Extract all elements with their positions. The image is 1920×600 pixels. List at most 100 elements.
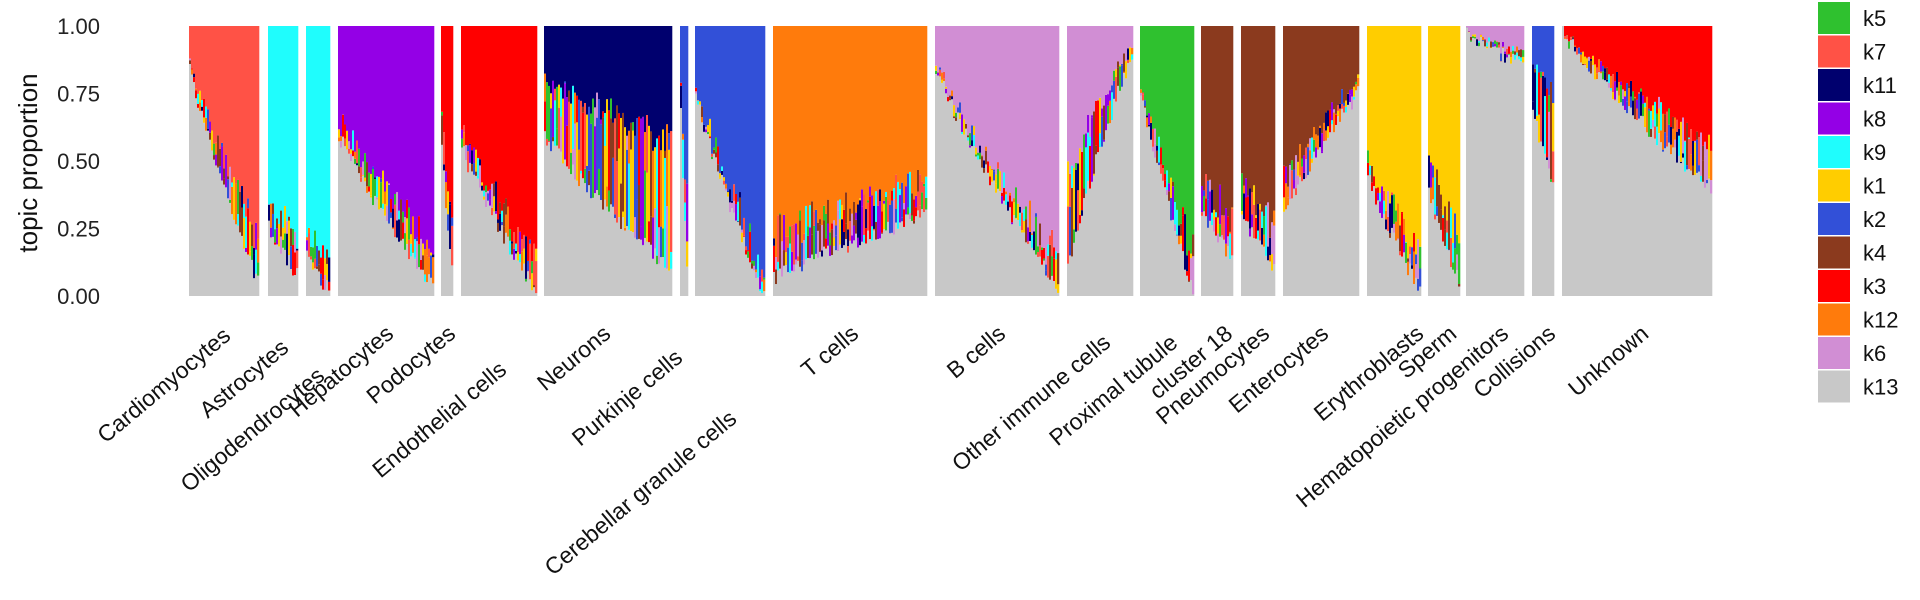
- bar-segment-k12: [779, 26, 782, 214]
- bar-segment-k12: [1430, 187, 1433, 204]
- bar-segment-k13: [1504, 62, 1507, 296]
- bar-segment-k7: [1305, 147, 1308, 160]
- bar-segment-k4: [775, 269, 778, 285]
- bar-segment-k13: [342, 136, 345, 296]
- bar-segment-k12: [507, 206, 510, 237]
- bar-segment-k5: [644, 170, 647, 238]
- bar-segment-k13: [630, 231, 633, 296]
- bar-segment-k1: [1393, 26, 1396, 195]
- bar-segment-k12: [815, 26, 818, 210]
- bar-segment-k13: [897, 228, 900, 296]
- bar-segment-k11: [841, 219, 844, 248]
- bar-segment-k11: [650, 26, 653, 132]
- bar-segment-k9: [1383, 200, 1386, 214]
- bar-segment-k4: [290, 228, 293, 247]
- bar-segment-k6: [1049, 26, 1052, 236]
- bar-segment-k2: [1492, 42, 1495, 45]
- legend-swatch-k13: [1818, 370, 1850, 403]
- bar-segment-k4: [949, 98, 952, 101]
- bar-segment-k13: [1309, 171, 1312, 296]
- bar-segment-k13: [1490, 48, 1493, 296]
- bar-segment-k5: [1648, 110, 1651, 137]
- bar-segment-k9: [805, 205, 808, 260]
- bar-segment-k12: [859, 26, 862, 199]
- bar-segment-k7: [1067, 206, 1070, 264]
- bar-segment-k5: [921, 192, 924, 210]
- bar-segment-k9: [1003, 172, 1006, 188]
- bar-segment-k6: [1351, 96, 1354, 110]
- bar-segment-k13: [570, 174, 573, 296]
- bar-segment-k4: [1263, 26, 1266, 217]
- bar-segment-k11: [552, 26, 555, 81]
- bar-segment-k3: [1704, 26, 1707, 142]
- bar-segment-k12: [1355, 84, 1358, 91]
- bar-segment-k2: [626, 149, 629, 227]
- bar-segment-k6: [1518, 26, 1521, 51]
- bar-segment-k13: [1005, 204, 1008, 296]
- bar-segment-k3: [471, 26, 474, 151]
- bar-segment-k1: [576, 122, 579, 181]
- bar-segment-k12: [1586, 57, 1589, 59]
- bar-segment-k6: [1265, 205, 1268, 207]
- bar-segment-k6: [939, 26, 942, 68]
- bar-segment-k8: [1091, 115, 1094, 118]
- bar-segment-k4: [503, 226, 506, 244]
- bar-segment-k7: [1160, 164, 1163, 174]
- bar-segment-k13: [582, 178, 585, 296]
- bar-segment-k9: [424, 274, 427, 282]
- bar-segment-k13: [451, 265, 454, 296]
- bar-segment-k3: [1652, 26, 1655, 106]
- bar-segment-k13: [1636, 120, 1639, 296]
- bar-segment-k1: [1432, 26, 1435, 166]
- group-5: [461, 26, 538, 296]
- bar-segment-k6: [705, 126, 708, 130]
- bar-segment-k11: [392, 208, 395, 228]
- bar-segment-k6: [1504, 26, 1507, 52]
- bar-segment-k13: [322, 289, 325, 296]
- bar-segment-k6: [654, 208, 657, 249]
- bar-segment-k4: [1203, 26, 1206, 191]
- bar-segment-k2: [901, 217, 904, 222]
- bar-segment-k6: [1095, 26, 1098, 101]
- bar-segment-k1: [562, 160, 565, 164]
- bar-segment-k5: [1166, 26, 1169, 171]
- bar-segment-k13: [292, 275, 295, 296]
- bar-segment-k8: [221, 146, 224, 181]
- bar-segment-k13: [1670, 154, 1673, 296]
- bar-segment-k3: [1656, 26, 1659, 114]
- bar-segment-k1: [1430, 26, 1433, 163]
- bar-segment-k13: [686, 266, 689, 296]
- bar-segment-k13: [991, 181, 994, 296]
- bar-segment-k13: [594, 193, 597, 296]
- bar-segment-k5: [1656, 113, 1659, 127]
- bar-segment-k13: [1516, 55, 1519, 297]
- bar-segment-k13: [975, 156, 978, 296]
- bar-segment-k13: [562, 163, 565, 296]
- bar-segment-k13: [574, 179, 577, 296]
- bar-segment-k2: [1411, 247, 1414, 266]
- bar-segment-k9: [237, 214, 240, 226]
- bar-segment-k13: [759, 291, 762, 296]
- bar-segment-k6: [286, 221, 289, 234]
- bar-segment-k9: [290, 26, 293, 229]
- bar-segment-k13: [1043, 260, 1046, 296]
- bar-segment-k13: [1357, 86, 1360, 296]
- bar-segment-k13: [1500, 61, 1503, 297]
- bar-segment-k11: [668, 26, 671, 134]
- bar-segment-k13: [602, 209, 605, 296]
- bar-segment-k13: [211, 150, 214, 296]
- bar-segment-k1: [1389, 26, 1392, 204]
- bar-segment-k5: [1470, 40, 1473, 42]
- bar-segment-k8: [1331, 102, 1334, 121]
- bar-segment-k3: [1680, 26, 1683, 122]
- bar-segment-k8: [390, 26, 393, 199]
- bar-segment-k11: [648, 26, 651, 126]
- bar-segment-k13: [915, 216, 918, 296]
- bar-segment-k3: [1682, 26, 1685, 118]
- bar-segment-k5: [590, 113, 593, 124]
- bar-segment-k2: [527, 260, 530, 271]
- bar-segment-k6: [1051, 26, 1054, 230]
- bar-segment-k3: [1566, 26, 1569, 36]
- bar-segment-k13: [1257, 239, 1260, 296]
- bar-segment-k9: [684, 202, 687, 221]
